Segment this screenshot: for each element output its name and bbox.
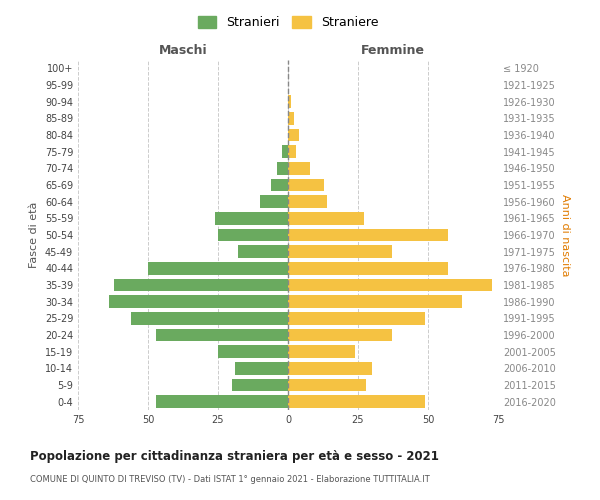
Bar — [283, 146, 288, 158]
Bar — [288, 312, 425, 324]
Bar — [288, 112, 293, 124]
Bar — [288, 279, 493, 291]
Bar — [288, 162, 310, 174]
Bar — [288, 128, 299, 141]
Bar — [271, 179, 288, 191]
Y-axis label: Fasce di età: Fasce di età — [29, 202, 39, 268]
Bar — [288, 229, 448, 241]
Bar — [288, 296, 461, 308]
Bar — [288, 346, 355, 358]
Bar — [288, 262, 448, 274]
Bar — [288, 212, 364, 224]
Bar — [288, 246, 392, 258]
Text: Femmine: Femmine — [361, 44, 425, 57]
Bar — [215, 212, 288, 224]
Y-axis label: Anni di nascita: Anni di nascita — [560, 194, 569, 276]
Bar — [235, 362, 288, 374]
Bar — [288, 196, 327, 208]
Bar — [288, 179, 325, 191]
Legend: Stranieri, Straniere: Stranieri, Straniere — [193, 11, 383, 34]
Text: Maschi: Maschi — [158, 44, 208, 57]
Bar — [115, 279, 288, 291]
Bar — [157, 329, 288, 341]
Bar — [288, 379, 367, 391]
Bar — [157, 396, 288, 408]
Bar — [109, 296, 288, 308]
Bar — [288, 96, 291, 108]
Text: COMUNE DI QUINTO DI TREVISO (TV) - Dati ISTAT 1° gennaio 2021 - Elaborazione TUT: COMUNE DI QUINTO DI TREVISO (TV) - Dati … — [30, 475, 430, 484]
Bar — [260, 196, 288, 208]
Text: Popolazione per cittadinanza straniera per età e sesso - 2021: Popolazione per cittadinanza straniera p… — [30, 450, 439, 463]
Bar — [238, 246, 288, 258]
Bar — [288, 396, 425, 408]
Bar — [277, 162, 288, 174]
Bar — [288, 362, 372, 374]
Bar — [131, 312, 288, 324]
Bar — [288, 329, 392, 341]
Bar — [148, 262, 288, 274]
Bar — [288, 146, 296, 158]
Bar — [218, 346, 288, 358]
Bar — [218, 229, 288, 241]
Bar — [232, 379, 288, 391]
